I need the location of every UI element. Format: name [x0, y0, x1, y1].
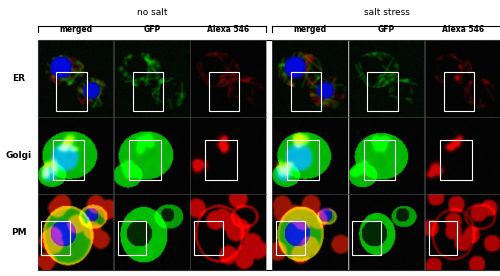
Text: GFP: GFP: [378, 25, 395, 34]
Bar: [38, 40, 500, 270]
Bar: [352, 221, 381, 255]
Bar: [129, 140, 160, 180]
Bar: [56, 72, 86, 111]
Bar: [428, 221, 458, 255]
Text: Alexa 546: Alexa 546: [442, 25, 484, 34]
Bar: [440, 140, 472, 180]
Bar: [205, 140, 237, 180]
Bar: [291, 72, 322, 111]
Bar: [209, 72, 239, 111]
Bar: [42, 221, 70, 255]
Bar: [288, 140, 319, 180]
Text: merged: merged: [59, 25, 92, 34]
Bar: [132, 72, 163, 111]
Text: ER: ER: [12, 74, 26, 83]
Bar: [52, 140, 84, 180]
Bar: [364, 140, 396, 180]
Text: salt stress: salt stress: [364, 7, 410, 17]
Bar: [276, 221, 305, 255]
Text: GFP: GFP: [143, 25, 160, 34]
Text: no salt: no salt: [136, 7, 167, 17]
Text: merged: merged: [294, 25, 327, 34]
Bar: [194, 221, 222, 255]
Bar: [118, 221, 146, 255]
Text: Golgi: Golgi: [6, 151, 32, 160]
Bar: [444, 72, 474, 111]
Bar: [368, 72, 398, 111]
Text: Alexa 546: Alexa 546: [207, 25, 249, 34]
Text: PM: PM: [11, 228, 27, 237]
